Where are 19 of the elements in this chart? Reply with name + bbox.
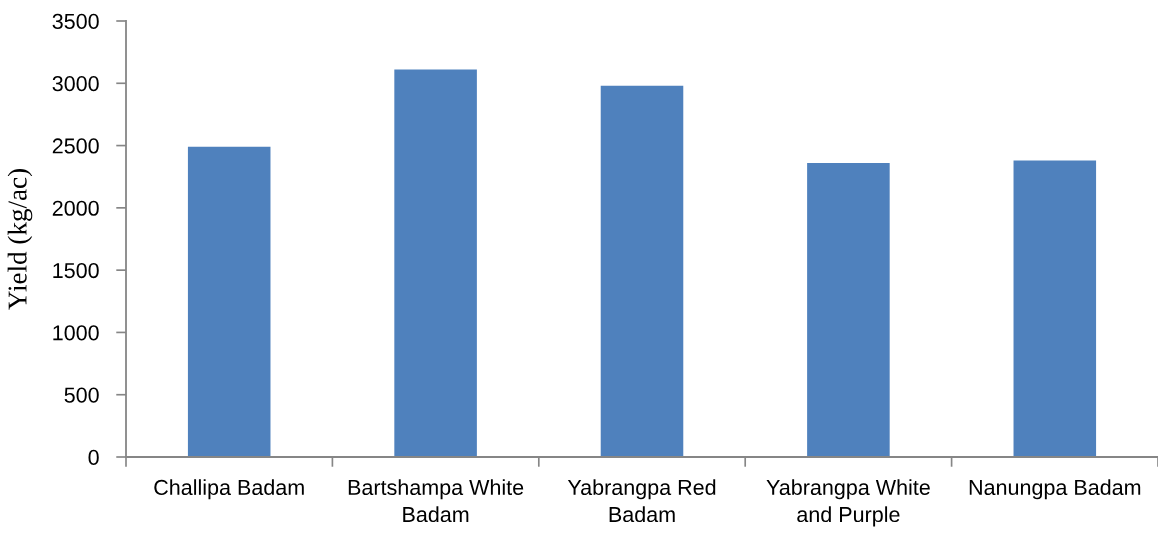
bar — [1013, 160, 1097, 457]
y-tick-label: 3000 — [52, 76, 99, 92]
x-tick-label: Nanungpa Badam — [969, 479, 1141, 500]
y-tick-label: 500 — [64, 387, 99, 403]
y-tick-label: 2500 — [52, 138, 99, 154]
y-axis-title: Yield (kg/ac) — [7, 169, 33, 310]
x-tick-label: Bartshampa White Badam — [348, 479, 524, 523]
bar — [600, 85, 684, 457]
y-tick-label: 1000 — [53, 325, 99, 341]
y-tick-label: 2000 — [52, 200, 99, 216]
bar — [807, 163, 890, 457]
y-tick-label: 0 — [88, 449, 99, 466]
y-tick-label: 1500 — [53, 262, 99, 279]
x-tick-label: Yabrangpa White and Purple — [766, 479, 930, 527]
bar — [394, 69, 477, 457]
x-tick-label: Yabrangpa Red Badam — [567, 479, 716, 523]
x-tick-label: Challipa Badam — [154, 479, 304, 500]
bar — [187, 146, 271, 457]
y-tick-label: 3500 — [52, 13, 99, 30]
